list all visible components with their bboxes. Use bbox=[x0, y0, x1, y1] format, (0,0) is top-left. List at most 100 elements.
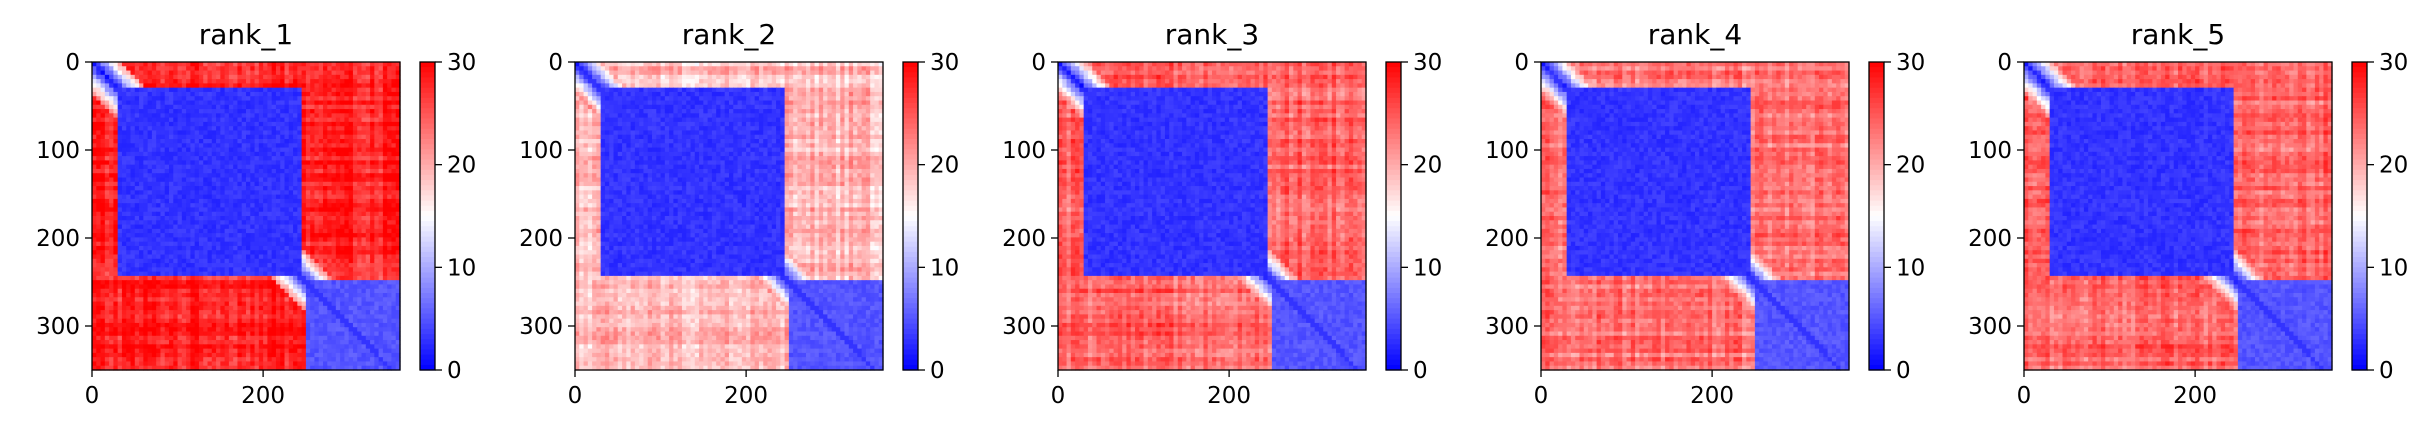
heatmap-cell bbox=[182, 216, 187, 221]
heatmap-cell bbox=[353, 237, 358, 242]
heatmap-cell bbox=[135, 148, 140, 153]
heatmap-cell bbox=[208, 66, 213, 71]
heatmap-cell bbox=[212, 148, 217, 153]
heatmap-cell bbox=[229, 284, 234, 289]
heatmap-cell bbox=[113, 92, 118, 97]
heatmap-cell bbox=[323, 289, 328, 294]
heatmap-cell bbox=[267, 353, 272, 358]
heatmap-cell bbox=[148, 96, 153, 101]
heatmap-cell bbox=[165, 229, 170, 234]
heatmap-cell bbox=[216, 66, 221, 71]
heatmap-cell bbox=[220, 259, 225, 264]
heatmap-cell bbox=[306, 220, 311, 225]
heatmap-cell bbox=[310, 289, 315, 294]
heatmap-cell bbox=[118, 195, 123, 200]
heatmap-cell bbox=[96, 83, 101, 88]
heatmap-cell bbox=[212, 75, 217, 80]
heatmap-cell bbox=[212, 190, 217, 195]
heatmap-cell bbox=[113, 126, 118, 131]
heatmap-cell bbox=[105, 280, 110, 285]
heatmap-cell bbox=[101, 139, 106, 144]
heatmap-cell bbox=[276, 190, 281, 195]
heatmap-cell bbox=[391, 62, 396, 67]
heatmap-cell bbox=[225, 289, 230, 294]
heatmap-cell bbox=[143, 160, 148, 165]
heatmap-cell bbox=[263, 186, 268, 191]
heatmap-cell bbox=[135, 169, 140, 174]
heatmap-cell bbox=[259, 336, 264, 341]
heatmap-cell bbox=[353, 169, 358, 174]
heatmap-cell bbox=[237, 225, 242, 230]
heatmap-cell bbox=[178, 66, 183, 71]
heatmap-cell bbox=[323, 267, 328, 272]
heatmap-cell bbox=[233, 323, 238, 328]
heatmap-cell bbox=[173, 212, 178, 217]
heatmap-cell bbox=[109, 152, 114, 157]
heatmap-cell bbox=[113, 207, 118, 212]
heatmap-cell bbox=[379, 267, 384, 272]
heatmap-cell bbox=[310, 302, 315, 307]
heatmap-cell bbox=[96, 96, 101, 101]
heatmap-cell bbox=[118, 225, 123, 230]
heatmap-cell bbox=[332, 126, 337, 131]
heatmap-cell bbox=[101, 203, 106, 208]
heatmap-cell bbox=[173, 302, 178, 307]
heatmap-cell bbox=[199, 272, 204, 277]
heatmap-cell bbox=[169, 314, 174, 319]
heatmap-cell bbox=[357, 113, 362, 118]
heatmap-cell bbox=[169, 229, 174, 234]
heatmap-cell bbox=[336, 255, 341, 260]
heatmap-cell bbox=[332, 190, 337, 195]
heatmap-cell bbox=[208, 302, 213, 307]
heatmap-cell bbox=[272, 71, 277, 76]
heatmap-cell bbox=[186, 135, 191, 140]
heatmap-cell bbox=[310, 182, 315, 187]
heatmap-cell bbox=[173, 71, 178, 76]
heatmap-cell bbox=[101, 297, 106, 302]
heatmap-cell bbox=[323, 182, 328, 187]
heatmap-cell bbox=[344, 71, 349, 76]
heatmap-cell bbox=[220, 246, 225, 251]
heatmap-cell bbox=[113, 101, 118, 106]
heatmap-cell bbox=[340, 297, 345, 302]
heatmap-cell bbox=[165, 357, 170, 362]
heatmap-cell bbox=[255, 62, 260, 67]
heatmap-cell bbox=[387, 284, 392, 289]
heatmap-cell bbox=[190, 143, 195, 148]
heatmap-cell bbox=[131, 319, 136, 324]
heatmap-cell bbox=[306, 122, 311, 127]
heatmap-cell bbox=[105, 130, 110, 135]
heatmap-cell bbox=[186, 349, 191, 354]
heatmap-cell bbox=[156, 130, 161, 135]
heatmap-cell bbox=[208, 122, 213, 127]
heatmap-cell bbox=[131, 126, 136, 131]
heatmap-cell bbox=[122, 263, 127, 268]
heatmap-cell bbox=[310, 319, 315, 324]
heatmap-cell bbox=[362, 109, 367, 114]
heatmap-cell bbox=[332, 302, 337, 307]
heatmap-cell bbox=[242, 310, 247, 315]
heatmap-cell bbox=[293, 71, 298, 76]
heatmap-cell bbox=[131, 156, 136, 161]
heatmap-cell bbox=[263, 101, 268, 106]
heatmap-cell bbox=[96, 302, 101, 307]
heatmap-cell bbox=[250, 71, 255, 76]
heatmap-cell bbox=[272, 314, 277, 319]
heatmap-cell bbox=[156, 267, 161, 272]
heatmap-cell bbox=[131, 96, 136, 101]
heatmap-cell bbox=[96, 207, 101, 212]
heatmap-cell bbox=[96, 284, 101, 289]
heatmap-cell bbox=[332, 242, 337, 247]
heatmap-cell bbox=[383, 289, 388, 294]
heatmap-cell bbox=[165, 113, 170, 118]
heatmap-cell bbox=[135, 242, 140, 247]
heatmap-cell bbox=[383, 118, 388, 123]
heatmap-cell bbox=[208, 173, 213, 178]
heatmap-cell bbox=[118, 302, 123, 307]
heatmap-cell bbox=[246, 126, 251, 131]
heatmap-cell bbox=[169, 302, 174, 307]
heatmap-cell bbox=[220, 178, 225, 183]
heatmap-cell bbox=[314, 79, 319, 84]
heatmap-cell bbox=[267, 156, 272, 161]
heatmap-cell bbox=[113, 199, 118, 204]
